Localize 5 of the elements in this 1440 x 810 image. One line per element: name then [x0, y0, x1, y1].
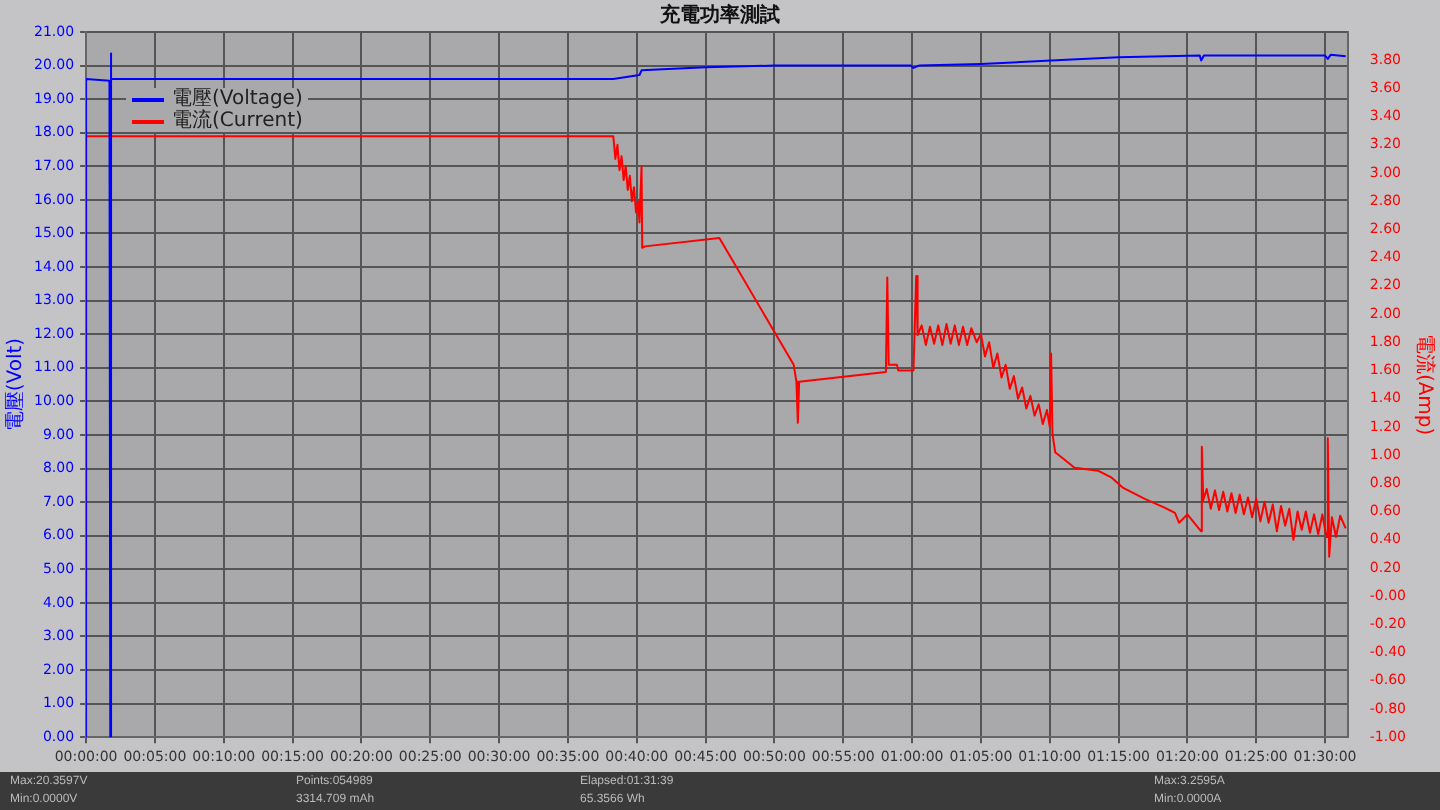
chart-title: 充電功率測試 — [658, 3, 780, 28]
legend-label: 電壓(Voltage) — [172, 88, 303, 110]
y2-axis-title: 電流(Amp) — [1412, 333, 1437, 436]
y-axis-title: 電壓(Volt) — [3, 337, 28, 432]
legend-label: 電流(Current) — [172, 110, 303, 132]
